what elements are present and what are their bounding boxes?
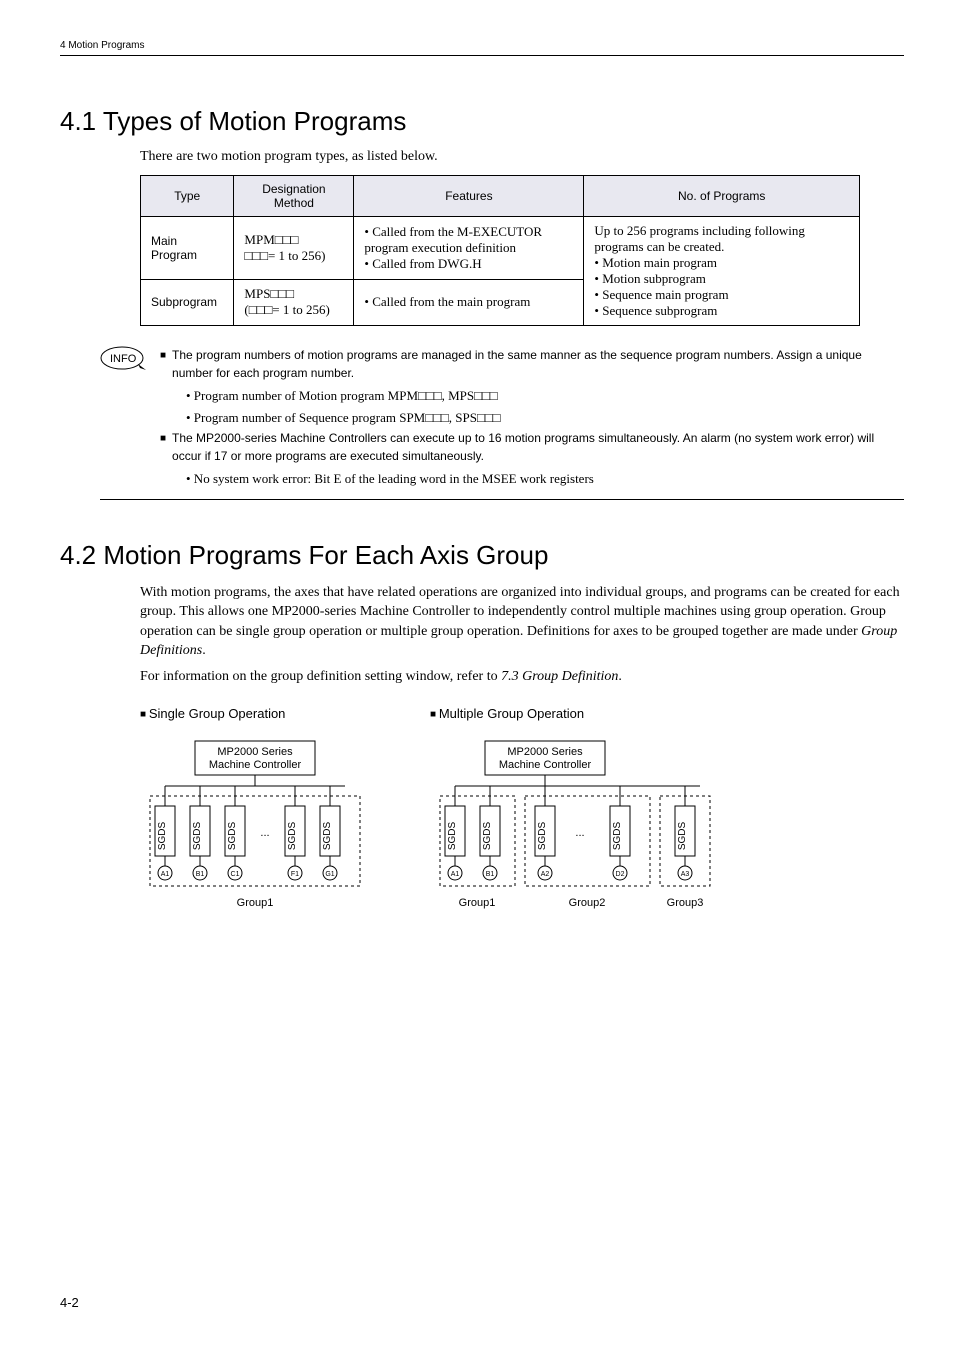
- svg-text:D2: D2: [616, 871, 625, 878]
- single-group-diagram: Single Group Operation MP2000 Series Mac…: [140, 706, 370, 921]
- svg-text:A3: A3: [681, 871, 690, 878]
- info-block: INFO ■ The program numbers of motion pro…: [100, 346, 904, 491]
- info-icon: INFO: [100, 346, 148, 377]
- info-text: The MP2000-series Machine Controllers ca…: [172, 429, 904, 465]
- svg-text:C1: C1: [231, 871, 240, 878]
- svg-text:A1: A1: [451, 871, 460, 878]
- th-designation: Designation Method: [234, 176, 354, 217]
- section-4-2-para1: With motion programs, the axes that have…: [140, 583, 904, 661]
- svg-text:G1: G1: [325, 871, 334, 878]
- info-sub: • Program number of Motion program MPM□□…: [186, 386, 904, 406]
- svg-text:MP2000 Series: MP2000 Series: [507, 746, 583, 758]
- svg-text:Group3: Group3: [667, 897, 704, 909]
- info-text: The program numbers of motion programs a…: [172, 346, 904, 382]
- svg-text:SGDS: SGDS: [447, 822, 458, 851]
- single-group-title: Single Group Operation: [140, 706, 370, 721]
- page-number: 4-2: [60, 1295, 79, 1310]
- info-sub: • No system work error: Bit E of the lea…: [186, 469, 904, 489]
- svg-text:F1: F1: [291, 871, 299, 878]
- svg-text:...: ...: [260, 827, 269, 839]
- section-4-1-title: 4.1 Types of Motion Programs: [60, 106, 904, 137]
- cell-type: Main Program: [141, 217, 234, 280]
- section-4-1-intro: There are two motion program types, as l…: [140, 149, 904, 165]
- program-types-table: Type Designation Method Features No. of …: [140, 175, 860, 326]
- svg-text:Machine Controller: Machine Controller: [209, 759, 302, 771]
- svg-text:Group1: Group1: [459, 897, 496, 909]
- info-content: ■ The program numbers of motion programs…: [160, 346, 904, 491]
- svg-text:SGDS: SGDS: [227, 822, 238, 851]
- diagrams: Single Group Operation MP2000 Series Mac…: [140, 706, 904, 921]
- cell-designation: MPM□□□ □□□= 1 to 256): [234, 217, 354, 280]
- bullet-icon: ■: [160, 348, 166, 363]
- svg-text:SGDS: SGDS: [287, 822, 298, 851]
- svg-text:SGDS: SGDS: [192, 822, 203, 851]
- section-4-2-para2: For information on the group definition …: [140, 667, 904, 687]
- cell-programs: Up to 256 programs including following p…: [584, 217, 860, 326]
- bullet-icon: ■: [160, 431, 166, 446]
- svg-text:SGDS: SGDS: [322, 822, 333, 851]
- th-type: Type: [141, 176, 234, 217]
- cell-features: • Called from the M-EXECUTOR program exe…: [354, 217, 584, 280]
- multiple-group-diagram: Multiple Group Operation MP2000 Series M…: [430, 706, 740, 921]
- section-4-2-title: 4.2 Motion Programs For Each Axis Group: [60, 540, 904, 571]
- table-row: Main Program MPM□□□ □□□= 1 to 256) • Cal…: [141, 217, 860, 280]
- svg-text:INFO: INFO: [110, 353, 137, 365]
- svg-text:B1: B1: [196, 871, 205, 878]
- th-features: Features: [354, 176, 584, 217]
- info-sub: • Program number of Sequence program SPM…: [186, 408, 904, 428]
- cell-type: Subprogram: [141, 279, 234, 325]
- svg-text:SGDS: SGDS: [157, 822, 168, 851]
- svg-text:SGDS: SGDS: [482, 822, 493, 851]
- svg-text:Machine Controller: Machine Controller: [499, 759, 592, 771]
- svg-text:A2: A2: [541, 871, 550, 878]
- svg-text:...: ...: [575, 827, 584, 839]
- svg-text:SGDS: SGDS: [612, 822, 623, 851]
- cell-designation: MPS□□□ (□□□= 1 to 256): [234, 279, 354, 325]
- th-programs: No. of Programs: [584, 176, 860, 217]
- divider: [100, 499, 904, 500]
- svg-text:Group2: Group2: [569, 897, 606, 909]
- single-group-svg: MP2000 Series Machine Controller SGDS: [140, 736, 370, 916]
- svg-text:B1: B1: [486, 871, 495, 878]
- controller-label: MP2000 Series: [217, 746, 293, 758]
- svg-text:A1: A1: [161, 871, 170, 878]
- svg-text:SGDS: SGDS: [677, 822, 688, 851]
- cell-features: • Called from the main program: [354, 279, 584, 325]
- svg-text:Group1: Group1: [237, 897, 274, 909]
- chapter-label: 4 Motion Programs: [60, 40, 144, 51]
- multiple-group-svg: MP2000 Series Machine Controller SGDS A1: [430, 736, 740, 916]
- page-header: 4 Motion Programs: [60, 40, 904, 56]
- multiple-group-title: Multiple Group Operation: [430, 706, 740, 721]
- svg-text:SGDS: SGDS: [537, 822, 548, 851]
